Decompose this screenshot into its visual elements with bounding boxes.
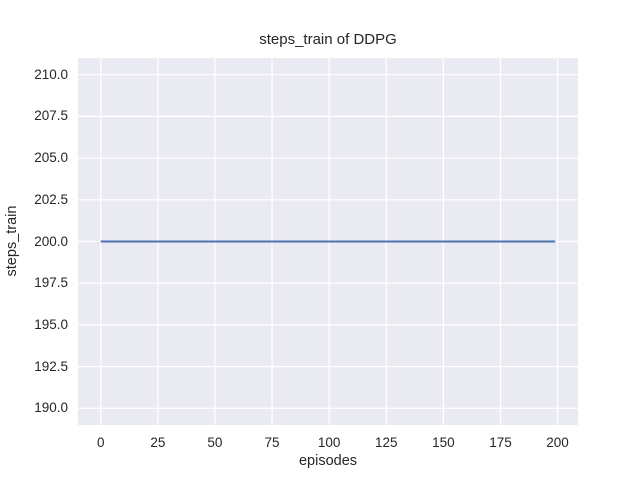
y-tick-label: 197.5: [34, 275, 68, 291]
chart-title: steps_train of DDPG: [259, 31, 397, 48]
x-tick-label: 175: [489, 435, 512, 450]
y-tick-label: 207.5: [34, 108, 68, 124]
plot-area: [78, 58, 578, 425]
x-tick-label: 100: [317, 435, 341, 450]
y-tick-label: 190.0: [34, 400, 68, 416]
x-tick-label: 25: [150, 435, 166, 450]
y-tick-label: 200.0: [34, 233, 68, 249]
x-axis-label: episodes: [298, 453, 358, 469]
y-tick-label: 205.0: [34, 150, 68, 166]
y-tick-label: 192.5: [34, 358, 68, 374]
y-tick-label: 202.5: [34, 191, 68, 207]
x-tick-label: 0: [96, 435, 105, 450]
x-tick-label: 150: [432, 435, 455, 450]
x-tick-label: 125: [374, 435, 398, 450]
y-tick-label: 195.0: [34, 316, 68, 332]
y-axis-label: steps_train: [4, 205, 20, 277]
x-tick-label: 75: [264, 435, 280, 450]
plot-canvas: [78, 58, 578, 425]
x-tick-label: 200: [546, 435, 569, 450]
y-tick-label: 210.0: [34, 66, 68, 82]
x-tick-label: 50: [207, 435, 223, 450]
